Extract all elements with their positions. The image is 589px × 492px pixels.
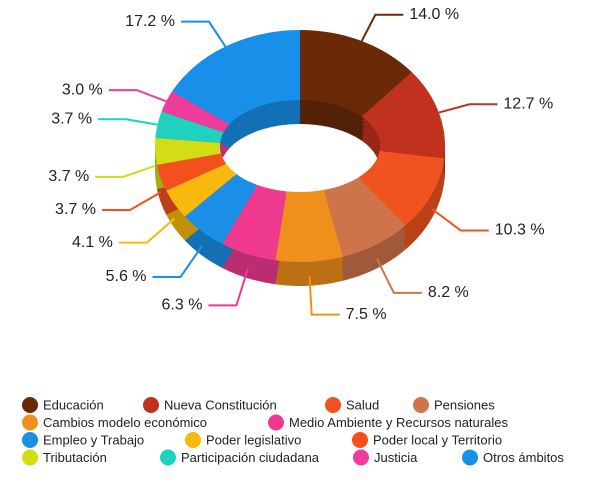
legend-swatch xyxy=(22,414,38,431)
leader-line xyxy=(376,258,422,294)
value-label: 7.5 % xyxy=(346,306,387,323)
leader-line xyxy=(438,103,498,114)
value-label: 3.7 % xyxy=(55,201,96,218)
slice xyxy=(358,150,445,226)
leader-line xyxy=(431,207,489,232)
legend-label: Medio Ambiente y Recursos naturales xyxy=(289,415,508,430)
legend-label: Nueva Constitución xyxy=(164,397,277,412)
legend-label: Poder legislativo xyxy=(206,432,301,447)
leader-line xyxy=(180,20,227,48)
leader-line xyxy=(101,191,162,212)
legend-label: Empleo y Trabajo xyxy=(43,432,144,447)
value-label: 10.3 % xyxy=(495,222,545,239)
leader-line xyxy=(360,13,404,42)
legend-label: Cambios modelo económico xyxy=(43,415,207,430)
legend-swatch xyxy=(413,397,429,413)
legend-swatch xyxy=(143,397,159,413)
slice xyxy=(323,177,406,257)
leader-line xyxy=(152,245,203,278)
leader-line xyxy=(95,164,156,178)
legend-label: Salud xyxy=(346,397,379,412)
legend-label: Otros ámbitos xyxy=(483,450,564,465)
value-label: 17.2 % xyxy=(125,13,175,30)
legend-swatch xyxy=(268,414,284,431)
value-label: 3.7 % xyxy=(51,110,92,127)
legend-swatch xyxy=(185,432,201,448)
leader-line xyxy=(98,118,158,126)
value-label: 6.3 % xyxy=(162,297,203,314)
legend-swatch xyxy=(22,449,38,466)
slice xyxy=(161,91,230,133)
leader-line xyxy=(308,276,340,316)
slice xyxy=(361,72,445,159)
legend-swatch xyxy=(22,397,38,413)
value-label: 3.7 % xyxy=(48,168,89,185)
slice xyxy=(156,153,227,191)
legend-swatch xyxy=(325,397,341,413)
slice xyxy=(300,30,412,117)
legend-label: Educación xyxy=(43,397,104,412)
legend-label: Justicia xyxy=(374,450,418,465)
slice xyxy=(275,189,344,262)
value-label: 5.6 % xyxy=(106,268,147,285)
slice xyxy=(222,184,287,261)
donut-tops xyxy=(154,30,445,262)
legend-swatch xyxy=(352,432,368,448)
legend-label: Tributación xyxy=(43,450,107,465)
legend-swatch xyxy=(462,449,478,466)
legend-swatch xyxy=(160,449,176,466)
leader-line xyxy=(118,217,176,244)
legend-swatch xyxy=(353,449,369,466)
slice xyxy=(155,111,224,143)
value-label: 8.2 % xyxy=(428,284,469,301)
leader-line xyxy=(108,89,167,103)
leader-line xyxy=(208,268,249,307)
legend-swatch xyxy=(22,432,38,448)
slice xyxy=(166,163,237,217)
value-label: 12.7 % xyxy=(503,95,553,112)
value-label: 14.0 % xyxy=(409,6,459,23)
legend-label: Poder local y Territorio xyxy=(373,432,502,447)
legend-label: Participación ciudadana xyxy=(181,450,320,465)
value-label: 3.0 % xyxy=(62,81,103,98)
slice xyxy=(154,137,222,165)
slice xyxy=(172,30,300,125)
legend-label: Pensiones xyxy=(434,397,495,412)
value-label: 4.1 % xyxy=(72,234,113,251)
slice xyxy=(184,173,258,244)
